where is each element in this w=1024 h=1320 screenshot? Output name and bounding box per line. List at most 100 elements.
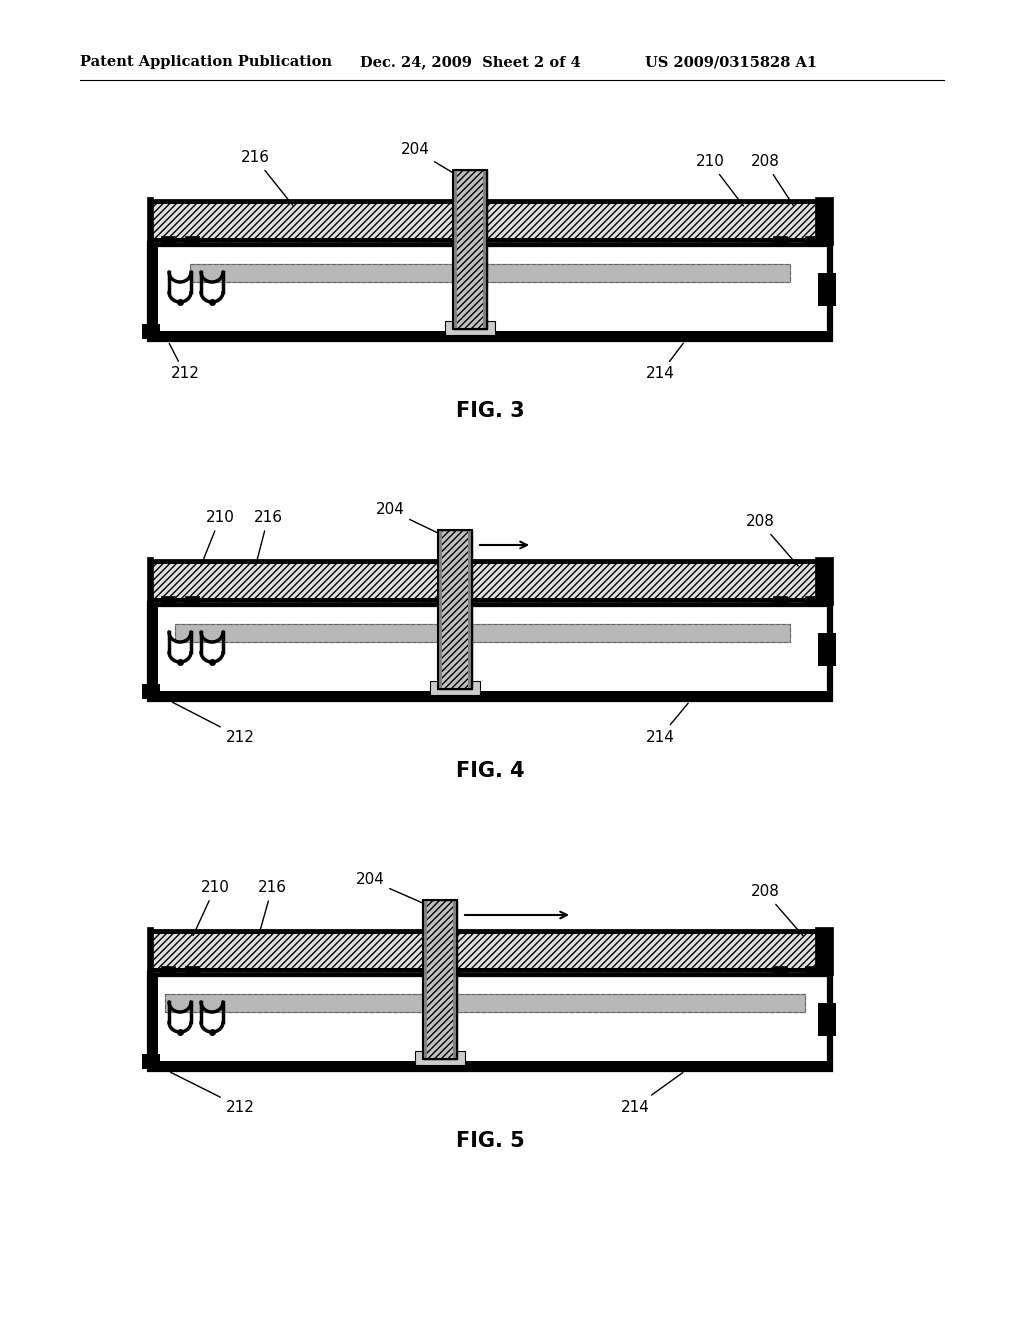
Text: 208: 208: [751, 884, 803, 936]
Bar: [175, 624, 790, 642]
Bar: [818, 272, 836, 306]
Text: 210: 210: [194, 880, 229, 936]
Bar: [150, 201, 453, 242]
Polygon shape: [455, 305, 485, 323]
Bar: [142, 1053, 160, 1069]
Bar: [142, 684, 160, 700]
Bar: [445, 321, 495, 335]
Text: FIG. 5: FIG. 5: [456, 1131, 524, 1151]
Text: 214: 214: [645, 704, 688, 744]
Bar: [161, 236, 175, 244]
Bar: [150, 1061, 830, 1069]
Bar: [423, 900, 457, 1059]
Bar: [430, 681, 480, 696]
Bar: [150, 598, 830, 602]
Bar: [805, 966, 819, 974]
Bar: [150, 201, 830, 242]
Bar: [487, 201, 830, 242]
Bar: [453, 170, 487, 329]
Bar: [150, 931, 830, 935]
Text: FIG. 4: FIG. 4: [456, 762, 524, 781]
Bar: [161, 966, 175, 974]
Text: 216: 216: [254, 511, 283, 565]
Bar: [150, 605, 830, 700]
Bar: [150, 201, 830, 205]
Bar: [415, 1051, 465, 1065]
Bar: [438, 564, 472, 598]
Text: Patent Application Publication: Patent Application Publication: [80, 55, 332, 69]
Bar: [453, 170, 457, 329]
Bar: [150, 331, 830, 339]
Bar: [161, 597, 175, 605]
Text: 204: 204: [355, 873, 423, 903]
Bar: [147, 557, 153, 605]
Bar: [190, 264, 790, 282]
Text: 210: 210: [695, 154, 743, 206]
Bar: [805, 236, 819, 244]
Polygon shape: [425, 1035, 455, 1053]
Bar: [773, 966, 787, 974]
Bar: [150, 560, 830, 602]
Bar: [483, 170, 487, 329]
Bar: [423, 900, 457, 1059]
Bar: [150, 244, 830, 339]
Bar: [150, 968, 830, 972]
Bar: [147, 197, 153, 246]
Bar: [438, 531, 442, 689]
Bar: [453, 205, 487, 238]
Bar: [190, 264, 790, 282]
Bar: [147, 927, 153, 975]
Bar: [150, 238, 830, 242]
Bar: [453, 900, 457, 1059]
Text: 212: 212: [172, 702, 254, 744]
Bar: [150, 690, 830, 700]
Bar: [432, 1010, 449, 1035]
Bar: [150, 605, 158, 700]
Bar: [805, 597, 819, 605]
Text: FIG. 3: FIG. 3: [456, 401, 524, 421]
Text: 212: 212: [170, 1072, 254, 1114]
Bar: [773, 597, 787, 605]
Bar: [150, 974, 158, 1069]
Bar: [773, 236, 787, 244]
Text: 216: 216: [257, 880, 287, 936]
Text: 204: 204: [400, 143, 453, 173]
Bar: [447, 640, 463, 665]
Bar: [815, 557, 833, 605]
Bar: [815, 927, 833, 975]
Text: 214: 214: [621, 1073, 683, 1114]
Bar: [185, 597, 199, 605]
Text: 208: 208: [745, 515, 798, 566]
Text: 208: 208: [751, 154, 794, 206]
Bar: [142, 323, 160, 339]
Text: Dec. 24, 2009  Sheet 2 of 4: Dec. 24, 2009 Sheet 2 of 4: [360, 55, 581, 69]
Text: 212: 212: [169, 343, 200, 381]
Bar: [185, 966, 199, 974]
Text: 214: 214: [645, 343, 683, 381]
Bar: [472, 560, 830, 602]
Bar: [468, 531, 472, 689]
Bar: [462, 280, 478, 305]
Bar: [423, 900, 427, 1059]
Text: US 2009/0315828 A1: US 2009/0315828 A1: [645, 55, 817, 69]
Text: 204: 204: [376, 503, 437, 533]
Bar: [150, 244, 158, 339]
Bar: [453, 170, 487, 329]
Bar: [150, 974, 830, 1069]
Text: 210: 210: [201, 511, 234, 565]
Bar: [150, 560, 438, 602]
Bar: [438, 531, 472, 689]
Bar: [815, 197, 833, 246]
Bar: [438, 531, 472, 689]
Bar: [185, 236, 199, 244]
Bar: [165, 994, 805, 1012]
Bar: [175, 624, 790, 642]
Bar: [457, 931, 830, 972]
Bar: [165, 994, 805, 1012]
Bar: [818, 1002, 836, 1036]
Bar: [150, 560, 830, 564]
Text: 216: 216: [241, 150, 293, 206]
Bar: [423, 935, 457, 968]
Bar: [150, 931, 423, 972]
Bar: [818, 632, 836, 665]
